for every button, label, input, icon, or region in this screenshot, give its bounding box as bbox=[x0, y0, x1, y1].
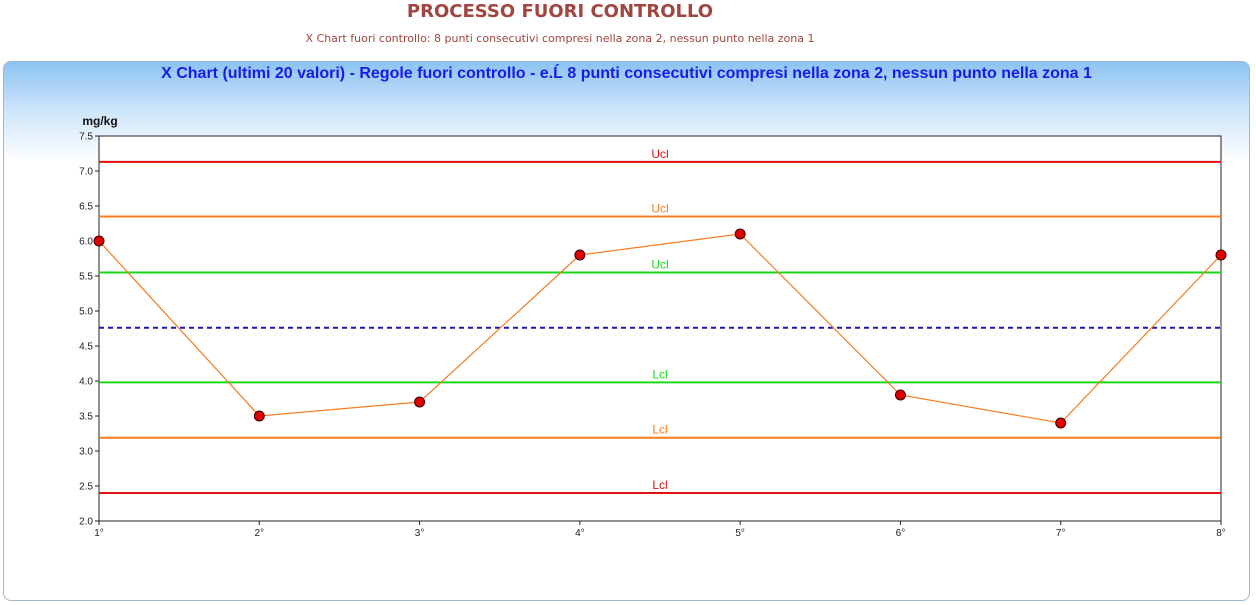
limit-label: Ucl bbox=[651, 202, 668, 216]
x-tick-label: 5° bbox=[735, 528, 745, 539]
y-tick-label: 6.5 bbox=[79, 202, 93, 213]
y-tick-label: 7.5 bbox=[79, 132, 93, 143]
chart-title: X Chart (ultimi 20 valori) - Regole fuor… bbox=[161, 65, 1092, 82]
x-tick-label: 7° bbox=[1056, 528, 1066, 539]
limit-label: Lcl bbox=[652, 478, 667, 492]
y-tick-label: 2.5 bbox=[79, 482, 93, 493]
limit-label: Ucl bbox=[651, 147, 668, 161]
y-tick-label: 4.5 bbox=[79, 342, 93, 353]
y-tick-label: 4.0 bbox=[79, 377, 93, 388]
data-point bbox=[93, 235, 105, 247]
data-point bbox=[414, 396, 426, 408]
y-tick-label: 2.0 bbox=[79, 517, 93, 528]
x-tick-label: 2° bbox=[255, 528, 265, 539]
y-tick-label: 5.5 bbox=[79, 272, 93, 283]
data-point bbox=[1055, 417, 1067, 429]
x-tick-label: 1° bbox=[94, 528, 104, 539]
y-tick-label: 3.5 bbox=[79, 412, 93, 423]
x-tick-label: 6° bbox=[896, 528, 906, 539]
page-title: PROCESSO FUORI CONTROLLO bbox=[406, 1, 714, 22]
series-line bbox=[98, 233, 1222, 424]
limit-label: Lcl bbox=[652, 367, 667, 381]
x-tick-label: 3° bbox=[415, 528, 425, 539]
y-tick-label: 7.0 bbox=[79, 167, 93, 178]
x-tick-label: 8° bbox=[1216, 528, 1226, 539]
page-subtitle: X Chart fuori controllo: 8 punti consecu… bbox=[305, 32, 815, 45]
y-tick-label: 5.0 bbox=[79, 307, 93, 318]
data-point bbox=[1215, 249, 1227, 261]
limit-label: Ucl bbox=[651, 258, 668, 272]
y-tick-label: 6.0 bbox=[79, 237, 93, 248]
data-point bbox=[894, 389, 906, 401]
data-point bbox=[253, 410, 265, 422]
y-tick-label: 3.0 bbox=[79, 447, 93, 458]
limit-label: Lcl bbox=[652, 423, 667, 437]
data-point bbox=[574, 249, 586, 261]
y-axis-label: mg/kg bbox=[82, 114, 117, 128]
x-tick-label: 4° bbox=[575, 528, 585, 539]
data-point bbox=[734, 228, 746, 240]
